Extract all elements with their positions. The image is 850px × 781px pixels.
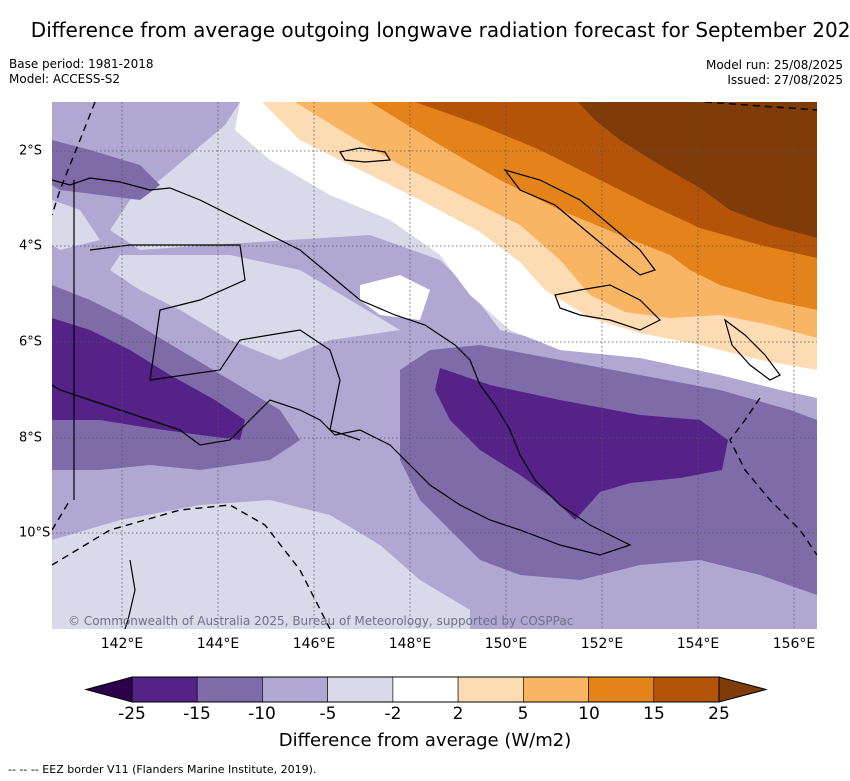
band-over-25 [578, 102, 817, 238]
model-run-text: Model run: 25/08/2025 [705, 58, 843, 72]
colorbar-tick: 15 [643, 704, 665, 724]
colorbar-segment [131, 676, 198, 703]
colorbar-tick: 5 [517, 704, 529, 724]
lat-label: 10°S [19, 525, 51, 541]
colorbar-tick: -15 [183, 704, 211, 724]
band-minus25-minus15-east [435, 368, 728, 520]
colorbar-tick: 10 [578, 704, 600, 724]
issued-text: Issued: 27/08/2025 [727, 73, 843, 87]
colorbar-tick: -2 [384, 704, 402, 724]
coastlines [52, 147, 781, 629]
new-guinea-coast [52, 177, 632, 556]
colorbar-under-arrow [84, 676, 133, 703]
colorbar-tick: -10 [248, 704, 276, 724]
band-minus5-minus2-inner [52, 200, 400, 360]
colorbar-over-arrow [718, 676, 768, 703]
base-period-text: Base period: 1981-2018 [9, 57, 154, 71]
lat-label: 4°S [19, 238, 43, 254]
lat-label: 8°S [19, 430, 43, 446]
model-text: Model: ACCESS-S2 [9, 72, 121, 86]
anomaly-field [52, 102, 817, 629]
lat-label: 2°S [19, 143, 43, 159]
colorbar-segments [131, 676, 720, 703]
colorbar-frame [131, 676, 720, 703]
band-minus5-minus2-south [52, 500, 470, 629]
lon-label: 150°E [484, 636, 528, 652]
lat-label: 6°S [19, 334, 43, 350]
colorbar-segment [457, 676, 524, 703]
colorbar-tick: 2 [452, 704, 464, 724]
lon-label: 152°E [580, 636, 624, 652]
meta-right: Model run: 25/08/2025 Issued: 27/08/2025 [706, 58, 843, 88]
eez-borders [52, 102, 817, 629]
bougainville-coast [723, 318, 781, 381]
colorbar-tick: 25 [708, 704, 730, 724]
copyright-notice: © Commonwealth of Australia 2025, Bureau… [68, 614, 574, 628]
colorbar-label: Difference from average (W/m2) [278, 730, 572, 751]
lon-label: 144°E [196, 636, 240, 652]
lon-label: 148°E [388, 636, 432, 652]
colorbar-segment [392, 676, 459, 703]
new-ireland-coast [503, 168, 656, 276]
colorbar-segment [327, 676, 394, 703]
colorbar-tick: -25 [118, 704, 146, 724]
province-lines [89, 244, 361, 441]
graticule [52, 102, 817, 629]
lon-label: 142°E [100, 636, 144, 652]
manus-coast [339, 147, 392, 163]
lon-label: 156°E [772, 636, 816, 652]
eez-legend-footer: -- -- -- EEZ border V11 (Flanders Marine… [8, 763, 317, 776]
colorbar-segment [653, 676, 720, 703]
lon-label: 146°E [292, 636, 336, 652]
torres-coast [124, 559, 136, 629]
colorbar-segment [523, 676, 589, 703]
new-britain-coast [554, 284, 662, 331]
colorbar-tick: -5 [319, 704, 337, 724]
band-minus25-minus15-west [52, 318, 245, 440]
band-minus2-2-patch [360, 275, 430, 320]
colorbar-segment [262, 676, 328, 703]
lon-label: 154°E [676, 636, 720, 652]
map-title: Difference from average outgoing longwav… [30, 18, 850, 42]
colorbar-segment [588, 676, 655, 703]
meta-left: Base period: 1981-2018 Model: ACCESS-S2 [9, 57, 154, 87]
colorbar-segment [196, 676, 263, 703]
